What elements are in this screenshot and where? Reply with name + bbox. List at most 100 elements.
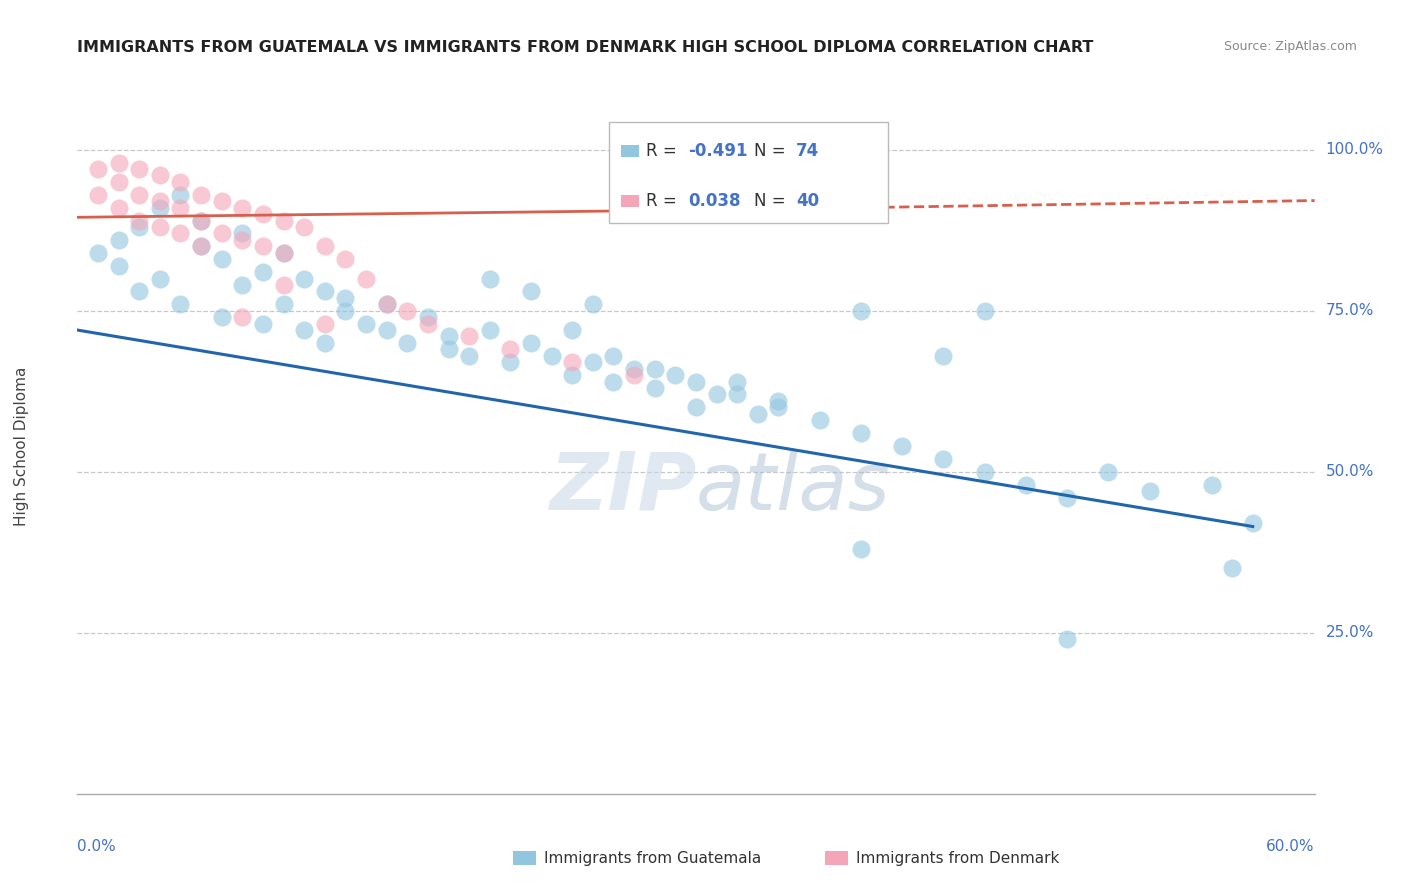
Point xyxy=(314,239,336,253)
Point xyxy=(849,426,872,441)
Point xyxy=(396,335,419,350)
Point xyxy=(128,219,150,234)
Point xyxy=(437,329,460,343)
Point xyxy=(252,239,274,253)
Point xyxy=(685,401,707,415)
Point xyxy=(849,542,872,557)
Point xyxy=(582,297,605,311)
Point xyxy=(211,310,233,325)
Point xyxy=(747,407,769,421)
Point xyxy=(499,343,522,357)
Text: 74: 74 xyxy=(796,142,820,160)
Point xyxy=(768,401,790,415)
Point xyxy=(273,213,295,227)
Point xyxy=(623,361,645,376)
Point xyxy=(396,303,419,318)
Text: 25.0%: 25.0% xyxy=(1326,625,1374,640)
Point xyxy=(273,297,295,311)
Point xyxy=(211,252,233,267)
Point xyxy=(891,439,914,453)
Point xyxy=(1097,465,1119,479)
Point xyxy=(87,161,110,176)
Point xyxy=(582,355,605,369)
Text: 40: 40 xyxy=(796,192,820,211)
Point xyxy=(314,317,336,331)
Text: IMMIGRANTS FROM GUATEMALA VS IMMIGRANTS FROM DENMARK HIGH SCHOOL DIPLOMA CORRELA: IMMIGRANTS FROM GUATEMALA VS IMMIGRANTS … xyxy=(77,40,1094,55)
Point xyxy=(602,375,624,389)
Point xyxy=(149,201,172,215)
Point xyxy=(169,297,191,311)
Point xyxy=(231,233,253,247)
Point xyxy=(725,387,748,401)
Point xyxy=(375,297,398,311)
Point xyxy=(190,239,212,253)
Point xyxy=(354,271,377,285)
Point xyxy=(107,233,129,247)
Point xyxy=(561,323,583,337)
Text: -0.491: -0.491 xyxy=(688,142,748,160)
Point xyxy=(169,187,191,202)
Point xyxy=(520,335,543,350)
Point xyxy=(1139,484,1161,499)
Point xyxy=(231,201,253,215)
Point xyxy=(685,375,707,389)
Point xyxy=(107,201,129,215)
Point xyxy=(335,303,357,318)
Point xyxy=(211,194,233,209)
Point xyxy=(932,451,955,466)
Point xyxy=(149,169,172,183)
Point xyxy=(87,187,110,202)
Point xyxy=(335,252,357,267)
Text: N =: N = xyxy=(754,192,792,211)
Point xyxy=(1015,477,1038,491)
Point xyxy=(273,245,295,260)
Point xyxy=(973,303,995,318)
Point xyxy=(768,393,790,408)
Text: 0.038: 0.038 xyxy=(688,192,741,211)
Point xyxy=(231,277,253,292)
Point xyxy=(169,201,191,215)
Point xyxy=(1056,632,1078,647)
Point xyxy=(354,317,377,331)
Text: N =: N = xyxy=(754,142,792,160)
Point xyxy=(499,355,522,369)
Point xyxy=(520,285,543,299)
Point xyxy=(252,207,274,221)
Point xyxy=(561,368,583,383)
Point xyxy=(128,187,150,202)
Point xyxy=(335,291,357,305)
Point xyxy=(375,297,398,311)
Point xyxy=(190,213,212,227)
Point xyxy=(128,285,150,299)
Point xyxy=(169,175,191,189)
Point xyxy=(725,161,748,176)
Point xyxy=(540,349,562,363)
Text: 50.0%: 50.0% xyxy=(1326,464,1374,479)
Point xyxy=(149,219,172,234)
Point xyxy=(1220,561,1243,575)
Text: R =: R = xyxy=(645,192,682,211)
Point xyxy=(128,161,150,176)
Point xyxy=(211,227,233,241)
Point xyxy=(808,413,831,427)
Point xyxy=(149,194,172,209)
Point xyxy=(252,265,274,279)
Point xyxy=(437,343,460,357)
Point xyxy=(623,368,645,383)
Text: Immigrants from Guatemala: Immigrants from Guatemala xyxy=(544,851,762,865)
Point xyxy=(664,368,686,383)
Point xyxy=(725,375,748,389)
Point xyxy=(478,271,501,285)
Point xyxy=(292,219,315,234)
Text: High School Diploma: High School Diploma xyxy=(14,367,30,525)
Text: 75.0%: 75.0% xyxy=(1326,303,1374,318)
Point xyxy=(932,349,955,363)
Point xyxy=(314,285,336,299)
Point xyxy=(644,381,666,395)
Point xyxy=(644,361,666,376)
Point xyxy=(973,465,995,479)
Point xyxy=(252,317,274,331)
Point xyxy=(107,259,129,273)
Point xyxy=(87,245,110,260)
Point xyxy=(375,323,398,337)
